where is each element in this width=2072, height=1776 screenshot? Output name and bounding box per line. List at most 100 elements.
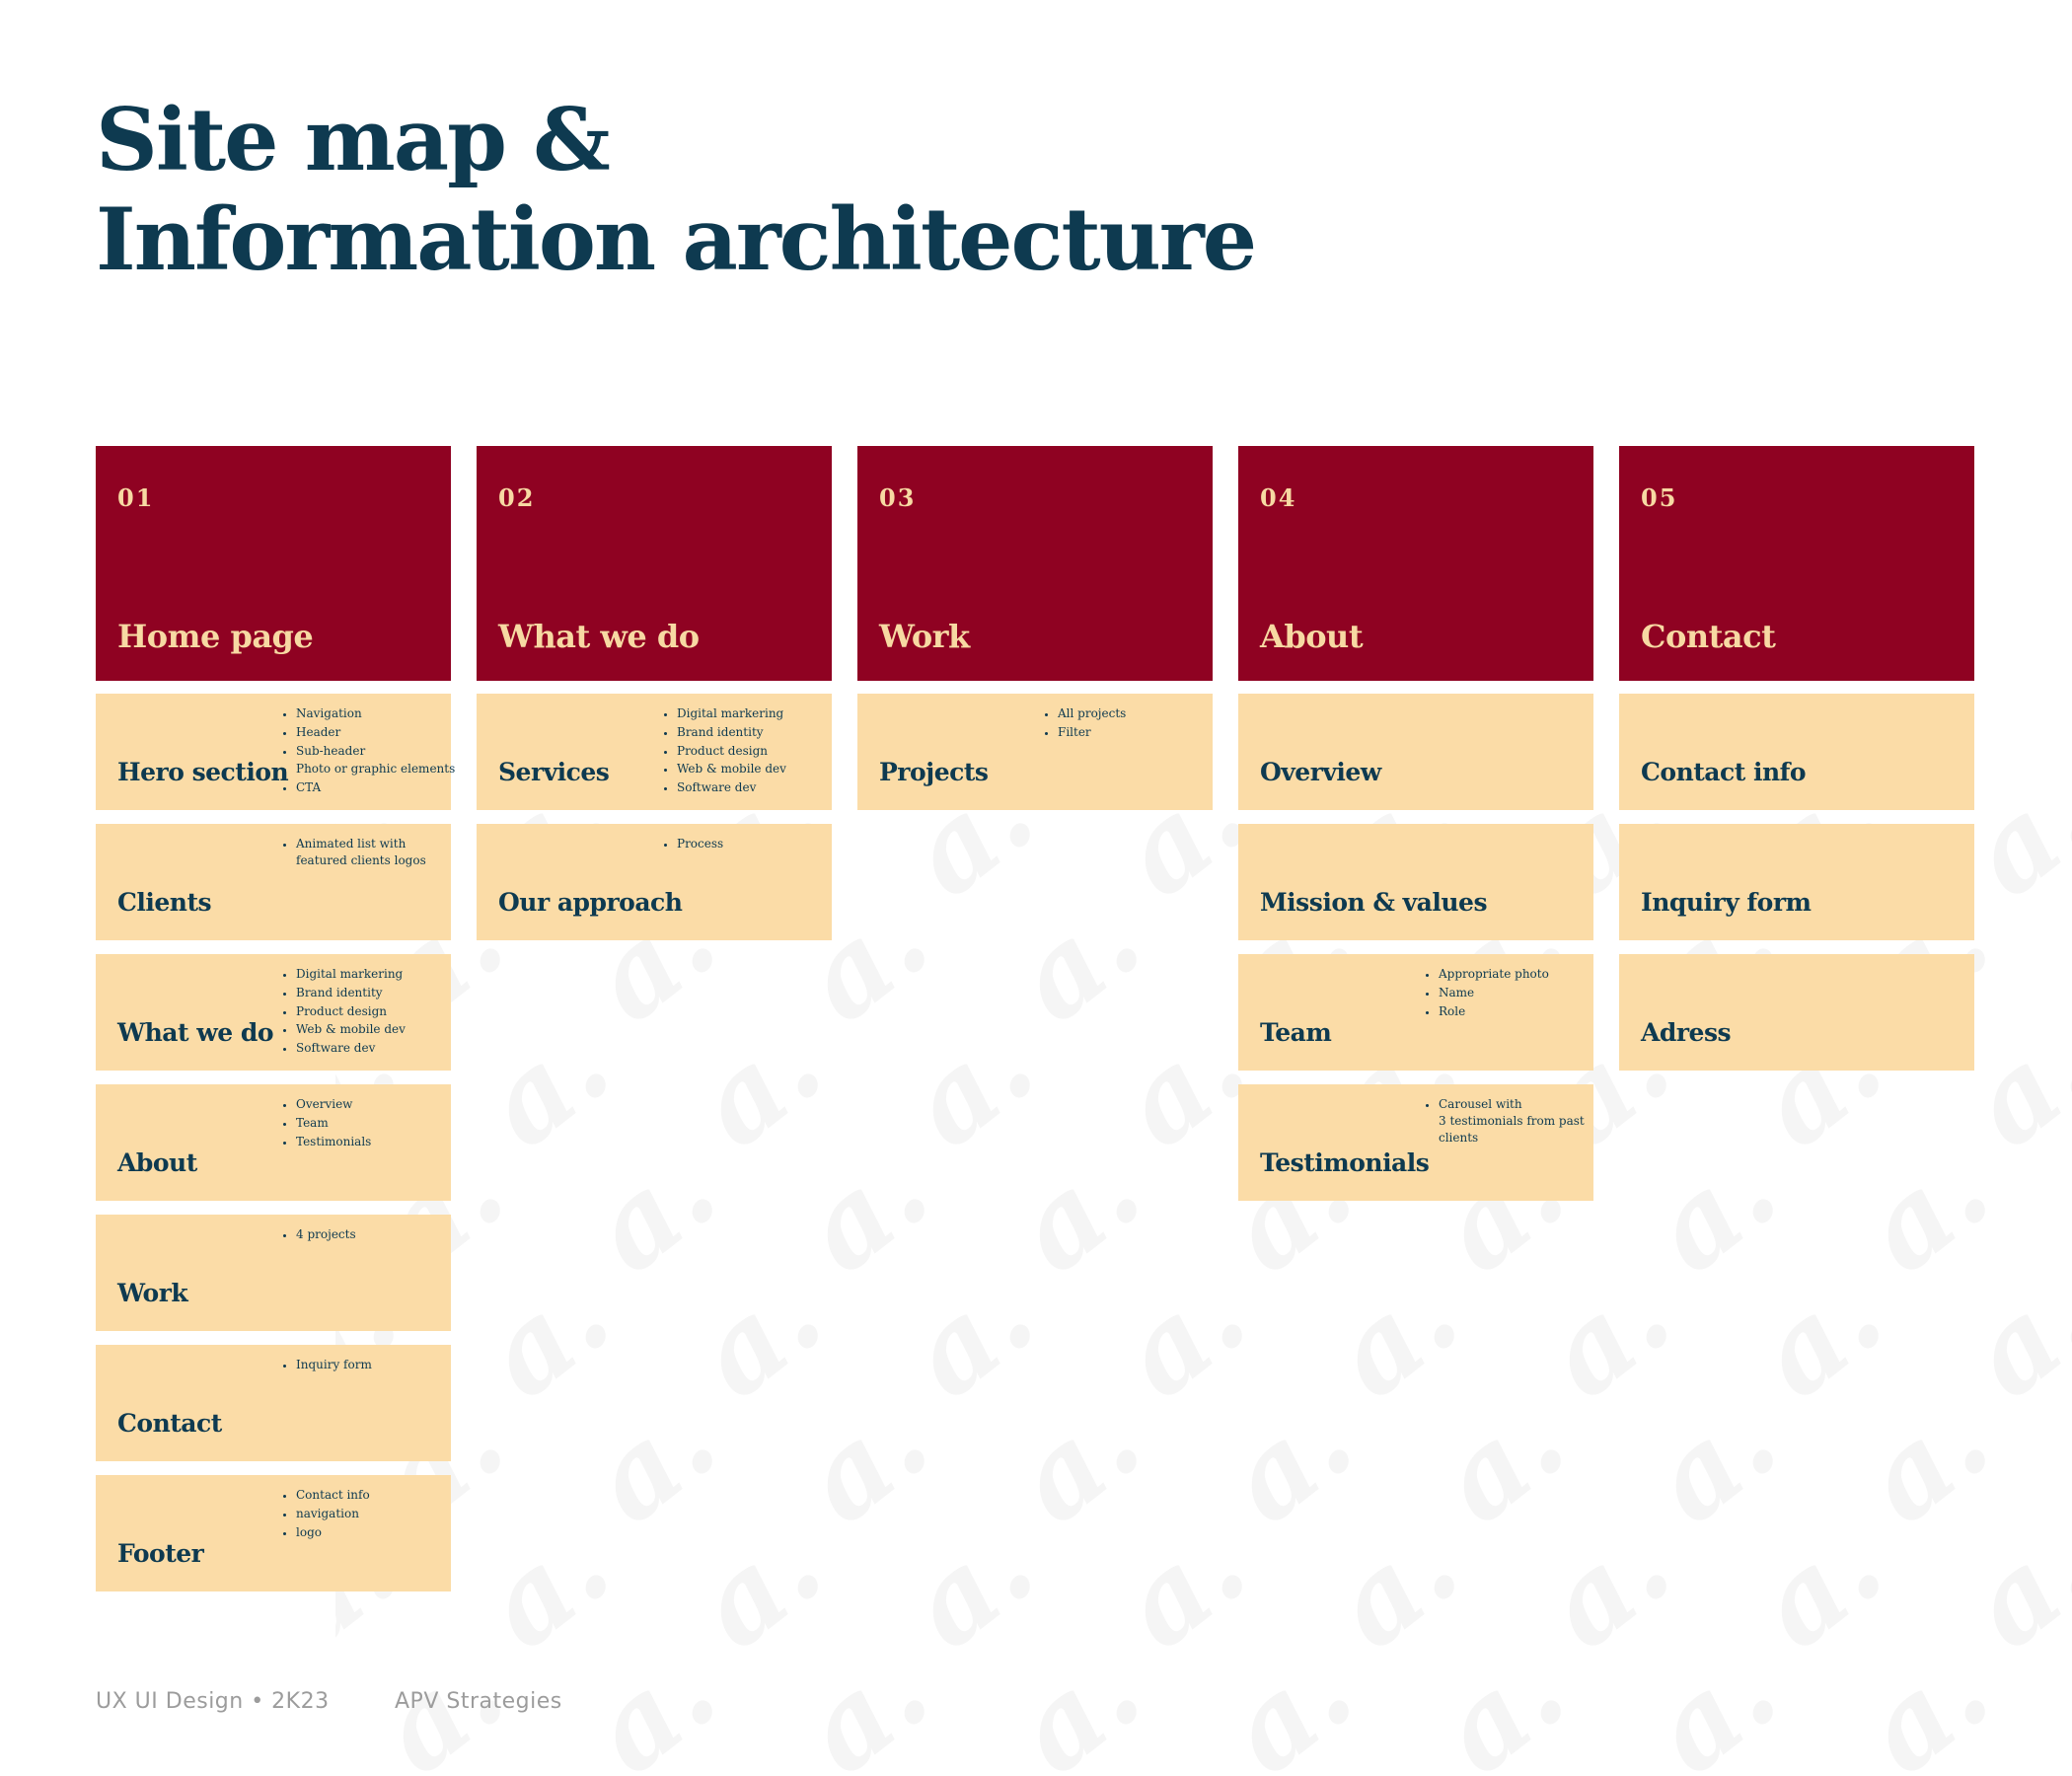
card-title: Testimonials xyxy=(1260,1148,1430,1177)
card-bullet: Photo or graphic elements xyxy=(296,761,459,777)
card-title: Our approach xyxy=(498,888,683,917)
card-title: About xyxy=(117,1148,197,1177)
card-bullet-list: 4 projects xyxy=(281,1224,459,1245)
column-number: 05 xyxy=(1641,483,1678,512)
column-number: 04 xyxy=(1260,483,1297,512)
column-header: 05 Contact xyxy=(1619,446,1974,681)
pattern-glyph: a. xyxy=(989,1620,1165,1776)
card-bullet: Role xyxy=(1439,1003,1601,1020)
card-title: Footer xyxy=(117,1539,204,1568)
card-bullet-list: Inquiry form xyxy=(281,1355,459,1375)
card-title: Projects xyxy=(879,758,989,786)
card-bullet: navigation xyxy=(296,1506,459,1522)
sitemap-card: Clients Animated list with featured clie… xyxy=(96,824,451,940)
sitemap-card: Inquiry form xyxy=(1619,824,1974,940)
sitemap-card: Projects All projectsFilter xyxy=(857,694,1213,810)
card-bullet-list: Navigation Header Sub-headerPhoto or graph… xyxy=(281,703,459,798)
column-title: What we do xyxy=(498,618,700,655)
sitemap-column: 01 Home page Hero section NavigationHead… xyxy=(96,446,455,1605)
card-title: Hero section xyxy=(117,758,289,786)
card-bullet: Testimonials xyxy=(296,1134,459,1150)
column-title: Home page xyxy=(117,618,314,655)
card-bullet-list: Process xyxy=(662,834,840,854)
card-bullet: Software dev xyxy=(296,1040,459,1057)
column-title: About xyxy=(1260,618,1364,655)
sitemap-card: Hero section NavigationHeaderSub-headerP… xyxy=(96,694,455,810)
sitemap-column: 04 About Overview Mission & values Team … xyxy=(1238,446,1593,1605)
card-bullet: Process xyxy=(677,836,840,852)
sitemap-card: Contact info xyxy=(1619,694,1974,810)
card-bullet: Software dev xyxy=(677,779,840,796)
card-bullet-list: Appropriate photo Name Role xyxy=(1424,964,1601,1021)
card-bullet-list: Carousel with 3 testimonials from past c… xyxy=(1424,1094,1601,1147)
card-bullet: Digital markering xyxy=(296,966,459,983)
card-bullet: 4 projects xyxy=(296,1226,459,1243)
card-bullet-list: Animated list with featured clients logo… xyxy=(281,834,459,871)
card-title: Contact info xyxy=(1641,758,1807,786)
column-number: 01 xyxy=(117,483,155,512)
page-title-line-2: Information architecture xyxy=(96,187,1257,290)
sitemap-column: 02 What we do Services Digital markering… xyxy=(477,446,832,1605)
card-bullet: Carousel with 3 testimonials from past c… xyxy=(1439,1096,1601,1146)
sitemap-column: 03 Work Projects All projectsFilter xyxy=(857,446,1213,1605)
column-number: 03 xyxy=(879,483,917,512)
sitemap-card: Adress xyxy=(1619,954,1974,1071)
pattern-glyph: a. xyxy=(1413,1620,1590,1776)
pattern-glyph: a. xyxy=(1837,1620,2014,1776)
sitemap-column: 05 Contact Contact info Inquiry form Adr… xyxy=(1619,446,1974,1605)
card-title: Contact xyxy=(117,1409,222,1438)
card-bullet-list: Digital markering Brand identity Product d… xyxy=(662,703,840,798)
card-bullet: CTA xyxy=(296,779,459,796)
card-bullet: Inquiry form xyxy=(296,1357,459,1373)
card-title: Team xyxy=(1260,1018,1332,1047)
column-number: 02 xyxy=(498,483,536,512)
footer-project-label: UX UI Design • 2K23 xyxy=(96,1689,330,1714)
sitemap-card: Contact Inquiry form xyxy=(96,1345,451,1461)
sitemap-card: Services Digital markeringBrand identity… xyxy=(477,694,832,810)
pattern-glyph: a. xyxy=(564,1620,741,1776)
card-bullet: Product design xyxy=(677,743,840,760)
sitemap-card: Our approach Process xyxy=(477,824,832,940)
sitemap-card: Overview xyxy=(1238,694,1593,810)
card-title: Overview xyxy=(1260,758,1381,786)
card-title: What we do xyxy=(117,1018,274,1047)
card-bullet: Name xyxy=(1439,985,1601,1001)
sitemap-columns: 01 Home page Hero section NavigationHead… xyxy=(96,446,1974,1605)
pattern-glyph: a. xyxy=(1201,1620,1377,1776)
card-bullet: Contact info xyxy=(296,1487,459,1504)
card-bullet: Animated list with featured clients logo… xyxy=(296,836,459,869)
card-bullet: Navigation xyxy=(296,705,459,722)
card-bullet: Digital markering xyxy=(677,705,840,722)
card-title: Adress xyxy=(1641,1018,1732,1047)
column-title: Contact xyxy=(1641,618,1776,655)
page-title-line-1: Site map & xyxy=(96,89,611,190)
card-bullet: Header xyxy=(296,724,459,741)
pattern-glyph: a. xyxy=(777,1620,953,1776)
sitemap-card: Footer Contact infonavigationlogo xyxy=(96,1475,451,1591)
sitemap-card: Mission & values xyxy=(1238,824,1593,940)
card-bullet-list: Contact info navigation logo xyxy=(281,1485,459,1542)
card-title: Work xyxy=(117,1279,188,1307)
card-bullet-list: Digital markering Brand identity Product d… xyxy=(281,964,459,1059)
card-bullet: Product design xyxy=(296,1003,459,1020)
sitemap-card: Work 4 projects xyxy=(96,1215,451,1331)
column-header: 02 What we do xyxy=(477,446,832,681)
card-bullet: logo xyxy=(296,1524,459,1541)
card-title: Inquiry form xyxy=(1641,888,1812,917)
card-bullet: Appropriate photo xyxy=(1439,966,1601,983)
card-bullet-list: Overview Team Testimonials xyxy=(281,1094,459,1151)
card-bullet: Web & mobile dev xyxy=(296,1021,459,1038)
sitemap-card: Team Appropriate photoNameRole xyxy=(1238,954,1593,1071)
column-header: 01 Home page xyxy=(96,446,451,681)
card-bullet: All projects xyxy=(1058,705,1221,722)
sitemap-card: About OverviewTeamTestimonials xyxy=(96,1084,451,1201)
column-title: Work xyxy=(879,618,970,655)
pattern-glyph: a. xyxy=(1625,1620,1802,1776)
card-bullet: Overview xyxy=(296,1096,459,1113)
sitemap-card: Testimonials Carousel with 3 testimonial… xyxy=(1238,1084,1593,1201)
footer-brand-label: APV Strategies xyxy=(395,1689,562,1714)
column-header: 03 Work xyxy=(857,446,1213,681)
card-bullet-list: All projects Filter xyxy=(1043,703,1221,743)
card-bullet: Brand identity xyxy=(677,724,840,741)
card-bullet: Brand identity xyxy=(296,985,459,1001)
